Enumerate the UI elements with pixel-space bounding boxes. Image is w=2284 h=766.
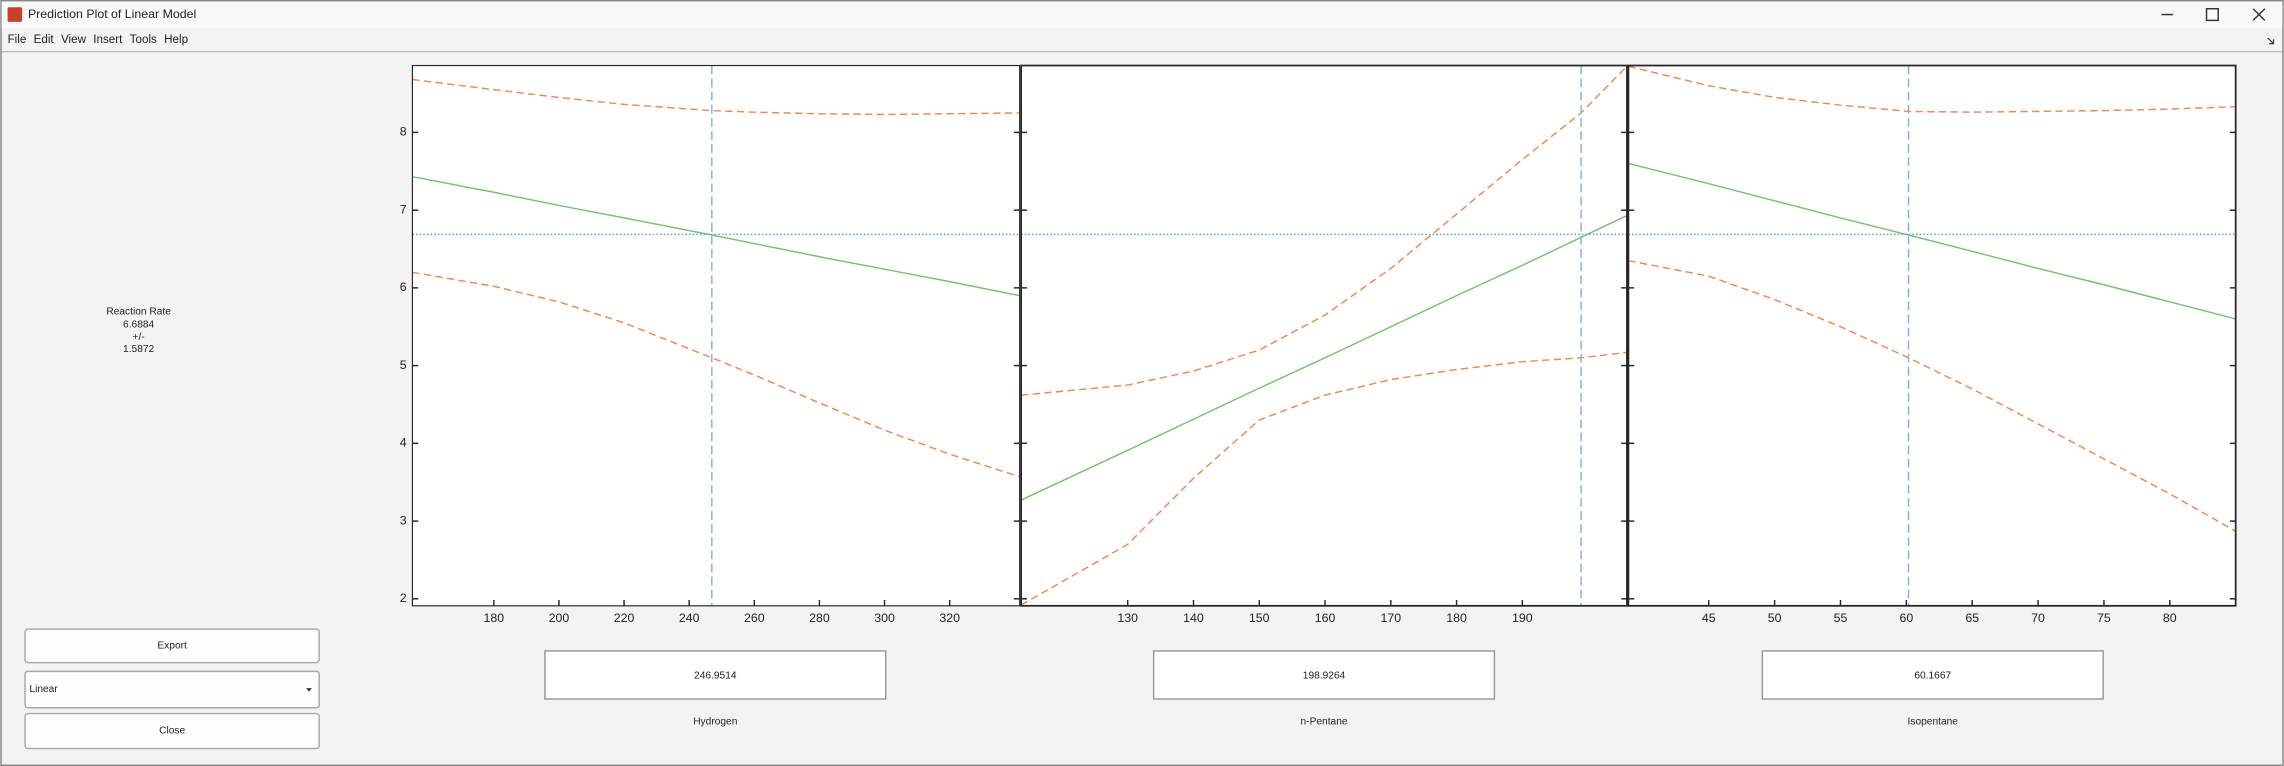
x-tick-label: 65	[1965, 611, 1979, 625]
x-tick-label: 150	[1249, 611, 1270, 625]
response-value: 6.6884	[123, 319, 154, 330]
x-tick-label: 300	[874, 611, 895, 625]
x-value-text: 246.9514	[694, 670, 737, 681]
plot-area	[1021, 65, 1627, 606]
x-tick-label: 45	[1702, 611, 1716, 625]
confidence-bound	[1020, 351, 1628, 606]
x-tick-label: 240	[679, 611, 700, 625]
x-value-text: 198.9264	[1303, 670, 1346, 681]
y-tick-label: 7	[400, 202, 407, 216]
menu-item[interactable]: File	[8, 33, 27, 46]
plot-box	[1627, 64, 2237, 607]
x-tick-label: 170	[1380, 611, 1401, 625]
plot-box	[1020, 64, 1628, 607]
y-tick-label: 2	[400, 591, 407, 605]
fit-line	[412, 175, 1020, 297]
y-tick-label: 3	[400, 513, 407, 527]
x-tick-label: 260	[744, 611, 765, 625]
window-title: Prediction Plot of Linear Model	[28, 7, 196, 21]
maximize-button[interactable]	[2205, 8, 2219, 22]
x-tick-label: 190	[1512, 611, 1533, 625]
menu-item[interactable]: Tools	[130, 33, 157, 46]
x-tick-label: 140	[1183, 611, 1204, 625]
export-label: Export	[157, 641, 187, 652]
export-button[interactable]	[24, 628, 320, 664]
fit-line	[1628, 162, 2236, 320]
menu-item[interactable]: View	[61, 33, 87, 46]
y-tick-label: 5	[400, 358, 407, 372]
x-tick-label: 70	[2031, 611, 2045, 625]
x-tick-label: 160	[1315, 611, 1336, 625]
x-tick-label: 180	[1446, 611, 1467, 625]
menu-item[interactable]: Insert	[93, 33, 123, 46]
x-tick-label: 320	[939, 611, 960, 625]
x-tick-label: 220	[614, 611, 635, 625]
menu-item[interactable]: Edit	[34, 33, 55, 46]
x-axis-label: Isopentane	[1908, 716, 1959, 727]
plot-box	[411, 64, 1021, 607]
x-tick-label: 60	[1899, 611, 1913, 625]
menu-bar: File Edit View Insert Tools Help	[8, 33, 189, 46]
y-tick-label: 4	[400, 436, 407, 450]
x-axis-label: n-Pentane	[1301, 716, 1348, 727]
x-tick-label: 75	[2097, 611, 2111, 625]
confidence-bound	[412, 78, 1020, 116]
x-value-text: 60.1667	[1914, 670, 1951, 681]
x-tick-label: 50	[1768, 611, 1782, 625]
menu-item[interactable]: Help	[164, 33, 188, 46]
title-bar	[1, 1, 2283, 28]
undock-button[interactable]	[2267, 37, 2275, 45]
response-ci: 1.5872	[123, 344, 154, 355]
confidence-bound	[1021, 65, 1628, 396]
fit-dropdown[interactable]	[24, 670, 320, 709]
dropdown-arrow	[306, 688, 312, 692]
app-icon	[7, 7, 23, 22]
plot-area	[1628, 65, 2236, 606]
y-tick-label: 8	[400, 125, 407, 139]
x-tick-label: 200	[549, 611, 570, 625]
x-tick-label: 130	[1117, 611, 1138, 625]
x-tick-label: 55	[1834, 611, 1848, 625]
plus-minus: +/-	[133, 332, 145, 343]
y-tick-label: 6	[400, 280, 407, 294]
x-value-input[interactable]	[1152, 650, 1496, 700]
x-value-input[interactable]	[1761, 650, 2104, 700]
close-button[interactable]	[24, 712, 320, 750]
x-tick-label: 280	[809, 611, 830, 625]
close-window-button[interactable]	[2252, 8, 2266, 21]
fit-label: Linear	[29, 684, 58, 695]
plot-area	[412, 65, 1020, 606]
x-tick-label: 180	[483, 611, 504, 625]
x-value-input[interactable]	[544, 650, 887, 700]
confidence-bound	[1628, 65, 2236, 113]
x-axis-label: Hydrogen	[693, 716, 737, 727]
confidence-bound	[1628, 259, 2237, 532]
x-tick-label: 80	[2163, 611, 2177, 625]
fit-line	[1020, 214, 1628, 501]
close-label: Close	[159, 726, 185, 737]
response-name: Reaction Rate	[106, 306, 171, 317]
